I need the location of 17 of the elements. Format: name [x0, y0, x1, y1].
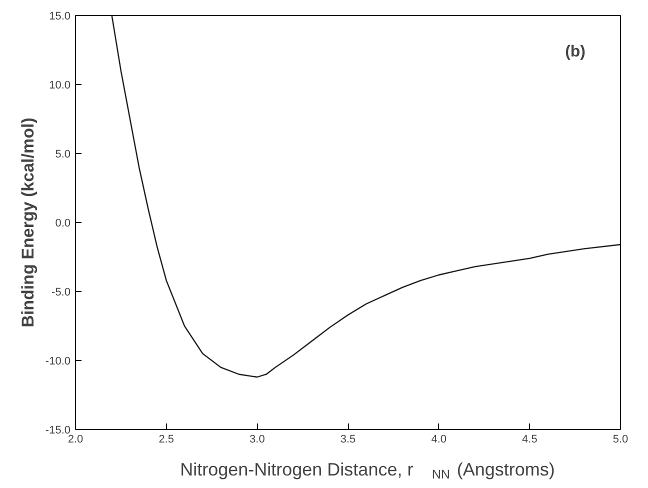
x-tick-label: 4.0	[431, 434, 446, 446]
x-tick-label: 3.5	[340, 434, 356, 446]
x-tick-label: 2.5	[158, 434, 174, 446]
x-tick-label: 2.0	[68, 434, 84, 446]
y-tick-label: -10.0	[45, 356, 71, 368]
y-tick-label: -15.0	[45, 424, 71, 436]
y-axis-title: Binding Energy (kcal/mol)	[18, 118, 38, 328]
x-tick-label: 4.5	[522, 434, 538, 446]
y-tick-label: 5.0	[55, 148, 71, 160]
annotation: (b)	[565, 44, 586, 60]
x-tick-label: 3.0	[250, 434, 265, 446]
x-tick-label: 5.0	[612, 434, 628, 446]
y-tick-label: -5.0	[52, 286, 71, 298]
y-tick-label: 15.0	[49, 10, 71, 22]
y-tick-label: 10.0	[49, 80, 71, 92]
line-series	[111, 16, 620, 378]
y-tick-label: 0.0	[55, 218, 71, 230]
